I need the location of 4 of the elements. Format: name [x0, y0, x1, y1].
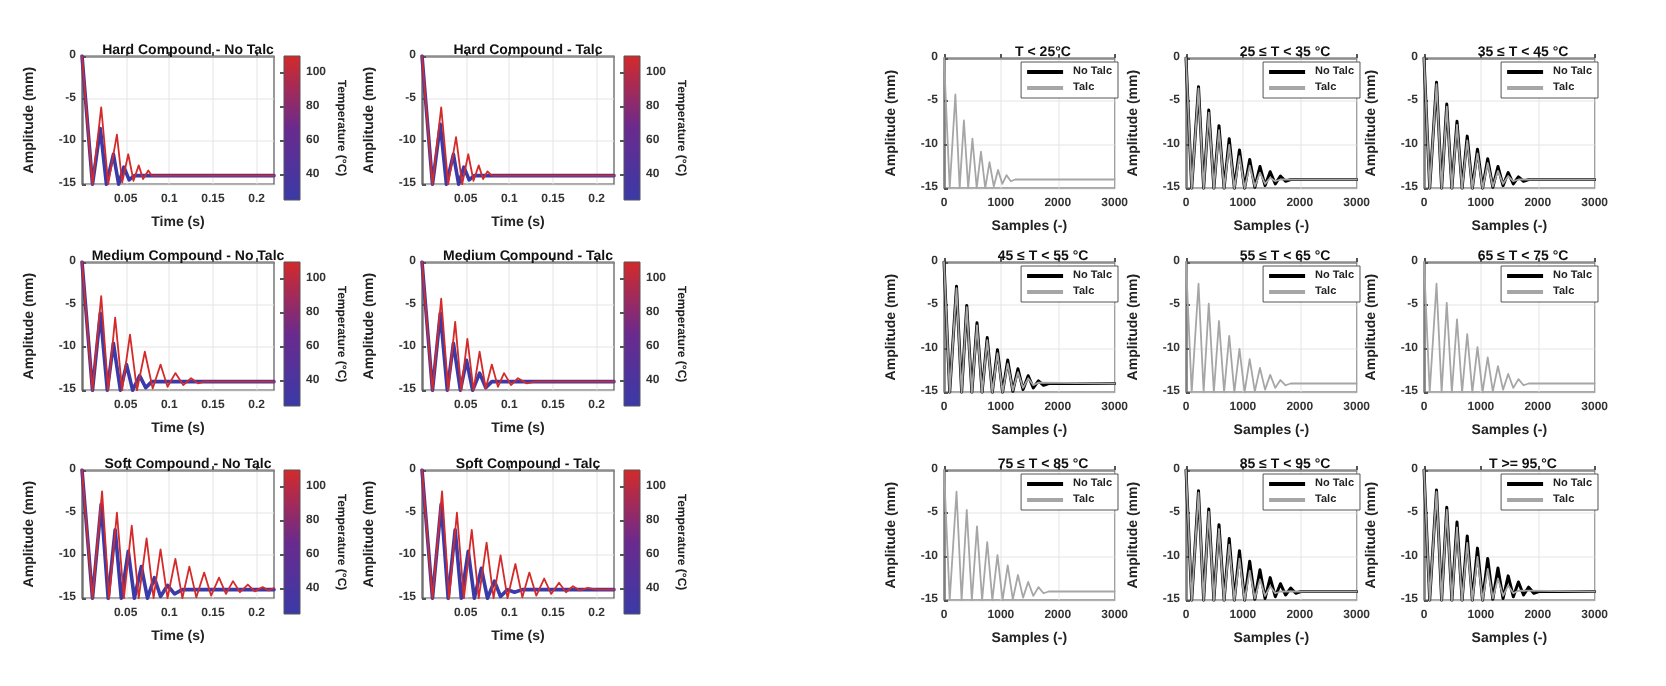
line-series — [943, 57, 1116, 190]
line-series — [943, 469, 1116, 602]
line-series — [1185, 261, 1358, 394]
line-series — [1423, 261, 1596, 394]
